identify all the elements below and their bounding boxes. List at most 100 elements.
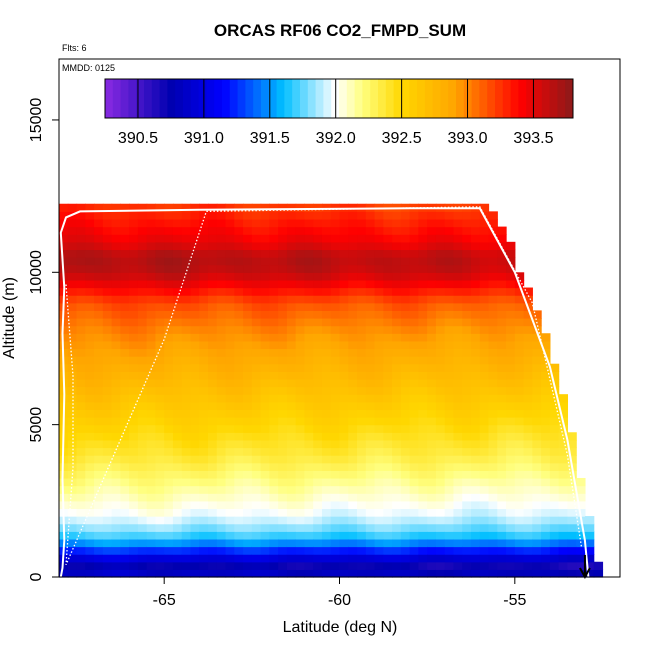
heatmap-cell [479,516,490,525]
heatmap-cell [339,378,349,388]
heatmap-cell [444,439,455,449]
heatmap-cell [208,462,218,471]
heatmap-cell [295,546,306,555]
heatmap-cell [120,424,130,433]
heatmap-cell [67,363,78,372]
flight-tracks [59,206,591,580]
heatmap-cell [181,249,192,258]
heatmap-cell [76,249,86,258]
heatmap-cell [208,371,218,380]
heatmap-cell [216,257,227,266]
colorbar-frame [104,78,574,119]
heatmap-cell [260,340,270,350]
heatmap-cell [523,508,533,517]
heatmap-cell [348,523,358,532]
heatmap-cell [172,333,183,342]
heatmap-cell [497,356,507,365]
heatmap-cell [216,493,227,502]
heatmap-cell [155,218,165,228]
heatmap-cell [330,569,341,578]
heatmap-cell [111,432,121,441]
heatmap-cell [400,538,411,548]
heatmap-cell [225,378,235,388]
heatmap-cell [181,363,192,372]
heatmap-cell [435,310,446,319]
heatmap-cell [295,272,306,281]
heatmap-cell [558,394,569,403]
heatmap-cell [146,439,157,449]
heatmap-cell [120,462,130,471]
heatmap-cell [462,538,472,548]
heatmap-cell [67,439,78,449]
heatmap-cell [453,455,463,464]
heatmap-cell [94,508,104,517]
heatmap-cell [497,417,507,426]
heatmap-cell [251,295,262,304]
heatmap-cell [146,417,157,426]
heatmap-cell [409,302,419,311]
heatmap-cell [435,356,446,365]
heatmap-cell [304,356,314,365]
heatmap-cell [190,424,200,433]
heatmap-cell [286,470,297,479]
heatmap-cell [357,272,367,281]
heatmap-cell [251,203,262,212]
heatmap-cell [225,318,235,327]
heatmap-cell [243,462,253,471]
heatmap-cell [278,234,288,243]
heatmap-cell [102,287,113,296]
heatmap-cell [304,302,314,311]
heatmap-cell [76,439,86,449]
heatmap-cell [427,295,437,304]
heatmap-cell [94,538,104,548]
heatmap-cell [85,371,95,380]
heatmap-cell [286,554,297,563]
colorbar: 390.5 391.0 391.5 392.0 392.5 393.0 393.5 [104,78,574,147]
heatmap-cell [251,371,262,380]
heatmap-cell [286,378,297,388]
heatmap-cell [514,493,525,502]
heatmap-cell [216,455,227,464]
heatmap-cell [234,348,244,357]
heatmap-cell [260,569,270,578]
heatmap-cell [260,264,270,273]
heatmap-cell [146,508,157,517]
heatmap-cell [409,417,419,426]
heatmap-cell [321,462,332,471]
heatmap-cell [348,546,358,555]
heatmap-cell [506,439,516,449]
heatmap-cell [435,264,446,273]
heatmap-cell [199,531,209,540]
heatmap-cell [76,264,86,273]
colorbar-swatch [510,79,519,118]
heatmap-cell [164,302,174,311]
heatmap-cell [418,409,428,418]
heatmap-cell [462,356,472,365]
heatmap-cell [76,546,86,555]
heatmap-cell [409,272,419,281]
heatmap-cell [269,279,279,289]
heatmap-cell [462,516,472,525]
heatmap-cell [94,531,104,540]
x-tick-label: -65 [153,592,176,609]
heatmap-cell [146,333,157,342]
heatmap-cell [427,523,437,532]
heatmap-cell [85,257,95,266]
heatmap-cell [444,561,455,570]
heatmap-cell [181,538,192,548]
heatmap-cell [295,424,306,433]
heatmap-cell [286,371,297,380]
heatmap-cell [234,508,244,517]
heatmap-cell [409,432,419,441]
heatmap-cell [243,272,253,281]
heatmap-cell [67,432,78,441]
heatmap-cell [85,477,95,487]
heatmap-cell [462,241,472,251]
heatmap-cell [155,325,165,334]
heatmap-cell [67,401,78,411]
heatmap-cell [94,455,104,464]
heatmap-cell [514,500,525,510]
heatmap-cell [479,287,490,296]
colorbar-swatch [292,79,301,118]
heatmap-cell [541,378,551,388]
